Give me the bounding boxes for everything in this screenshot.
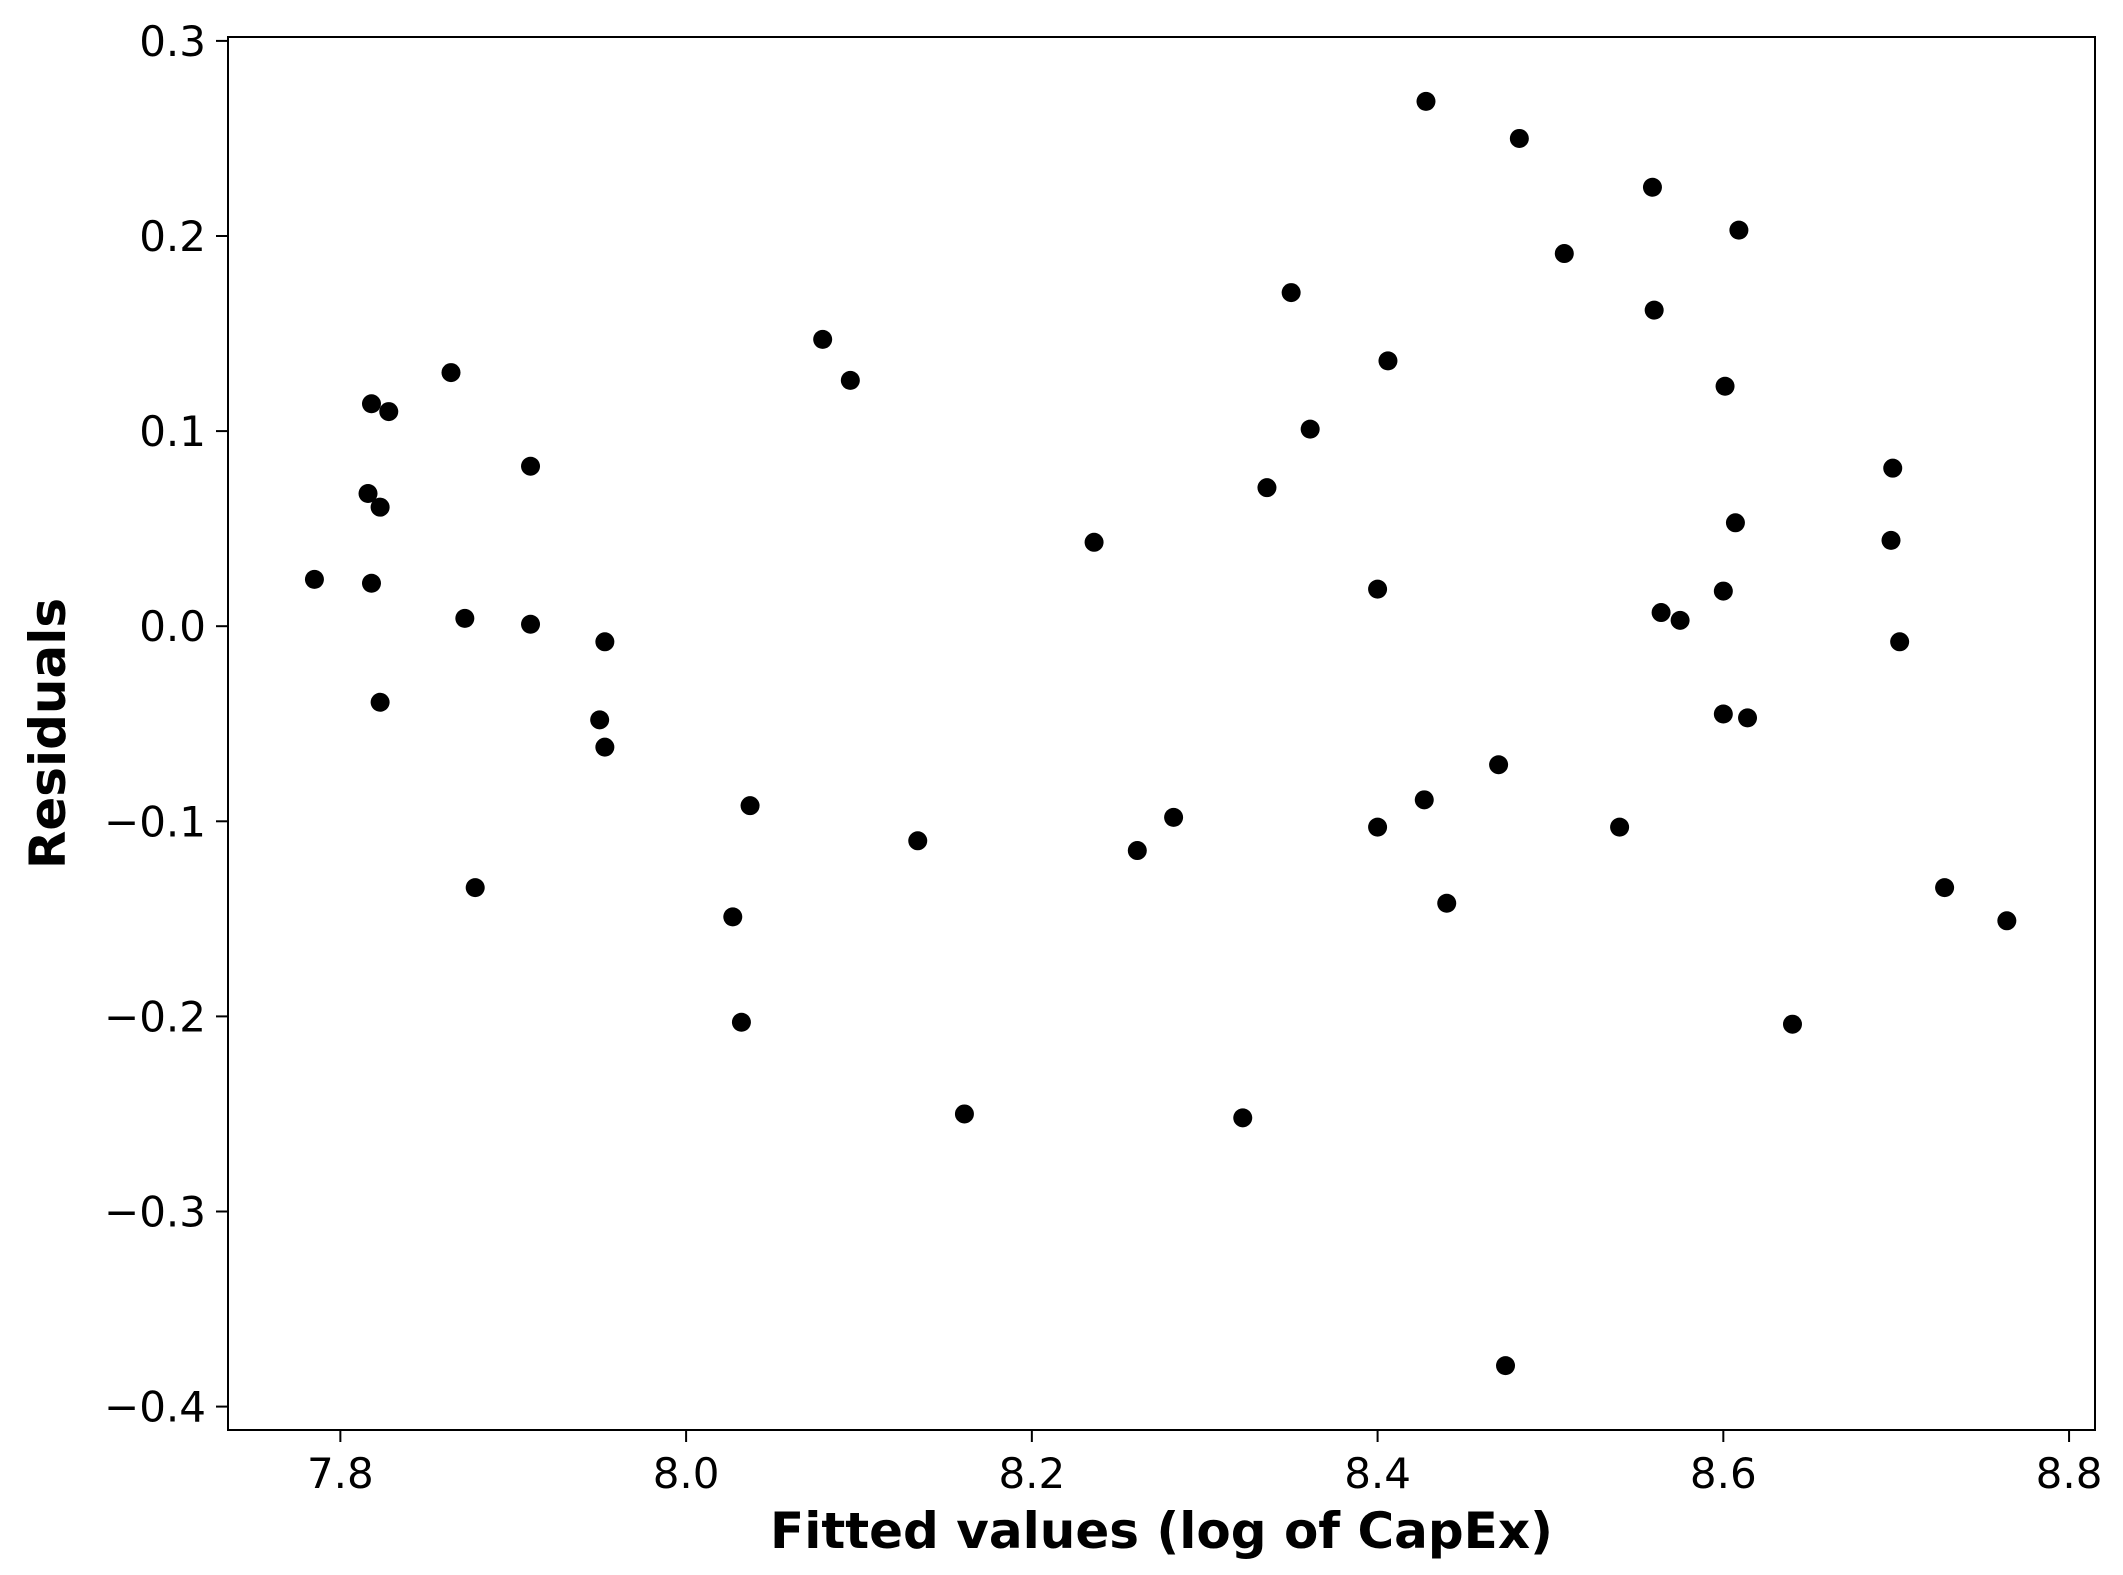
y-tick-label: −0.2 xyxy=(104,992,206,1041)
data-point xyxy=(813,329,833,349)
data-point xyxy=(1233,1108,1253,1128)
data-point xyxy=(1489,755,1509,775)
data-point xyxy=(379,402,399,422)
data-point xyxy=(908,831,928,851)
y-axis-ticks: 0.3 0.2 0.1 0.0 −0.1 −0.2 −0.3 −0.4 xyxy=(104,17,228,1432)
data-point xyxy=(1883,458,1903,478)
data-point xyxy=(361,573,381,593)
data-point xyxy=(1670,610,1690,630)
data-point xyxy=(370,692,390,712)
data-point xyxy=(740,796,760,816)
x-tick-label: 7.8 xyxy=(307,1449,374,1498)
data-point xyxy=(840,370,860,390)
data-point xyxy=(1127,841,1147,861)
data-point xyxy=(441,363,461,383)
x-axis-ticks: 7.8 8.0 8.2 8.4 8.6 8.8 xyxy=(307,1430,2103,1498)
data-point xyxy=(1509,128,1529,148)
x-tick-label: 8.2 xyxy=(998,1449,1065,1498)
data-point xyxy=(1729,220,1749,240)
data-point xyxy=(1437,893,1457,913)
y-tick-label: 0.0 xyxy=(139,602,206,651)
data-point xyxy=(1164,807,1184,827)
y-tick-label: −0.4 xyxy=(104,1383,206,1432)
data-point xyxy=(595,737,615,757)
data-point xyxy=(1368,817,1388,837)
data-point xyxy=(1651,603,1671,623)
data-points xyxy=(304,91,2017,1376)
x-tick-label: 8.4 xyxy=(1344,1449,1411,1498)
data-point xyxy=(1300,419,1320,439)
data-point xyxy=(1554,244,1574,264)
data-point xyxy=(1890,632,1910,652)
data-point xyxy=(595,632,615,652)
data-point xyxy=(1368,579,1388,599)
y-tick-label: −0.1 xyxy=(104,797,206,846)
data-point xyxy=(590,710,610,730)
data-point xyxy=(723,907,743,927)
y-tick-label: 0.3 xyxy=(139,17,206,66)
data-point xyxy=(1414,790,1434,810)
data-point xyxy=(1281,283,1301,303)
data-point xyxy=(954,1104,974,1124)
data-point xyxy=(1881,530,1901,550)
data-point xyxy=(1715,376,1735,396)
data-point xyxy=(1738,708,1758,728)
data-point xyxy=(1997,911,2017,931)
plot-area-frame xyxy=(227,36,2096,1431)
data-point xyxy=(370,497,390,517)
data-point xyxy=(1713,581,1733,601)
y-tick-label: 0.2 xyxy=(139,212,206,261)
data-point xyxy=(1935,878,1955,898)
data-point xyxy=(1644,300,1664,320)
data-point xyxy=(731,1012,751,1032)
data-point xyxy=(304,569,324,589)
x-axis-label: Fitted values (log of CapEx) xyxy=(770,1502,1553,1560)
x-tick-label: 8.6 xyxy=(1690,1449,1757,1498)
data-point xyxy=(1610,817,1630,837)
y-tick-label: −0.3 xyxy=(104,1187,206,1236)
data-point xyxy=(1642,177,1662,197)
data-point xyxy=(1725,513,1745,533)
data-point xyxy=(1084,532,1104,552)
data-point xyxy=(1782,1014,1802,1034)
data-point xyxy=(1416,91,1436,111)
x-tick-label: 8.8 xyxy=(2036,1449,2103,1498)
data-point xyxy=(1378,351,1398,371)
data-point xyxy=(361,394,381,414)
x-tick-label: 8.0 xyxy=(653,1449,720,1498)
data-point xyxy=(465,878,485,898)
data-point xyxy=(521,456,541,476)
data-point xyxy=(455,608,475,628)
data-point xyxy=(1496,1356,1516,1376)
y-axis-label: Residuals xyxy=(19,598,77,869)
data-point xyxy=(1713,704,1733,724)
data-point xyxy=(1257,478,1277,498)
data-point xyxy=(358,484,378,504)
data-point xyxy=(521,614,541,634)
y-tick-label: 0.1 xyxy=(139,407,206,456)
